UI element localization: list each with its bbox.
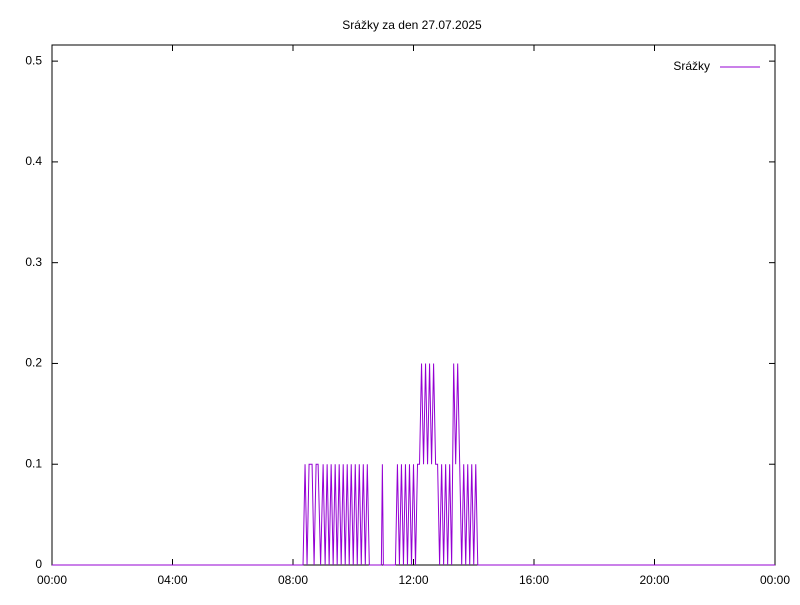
x-tick-label: 20:00 [639,573,669,587]
x-tick-label: 16:00 [519,573,549,587]
legend-label: Srážky [673,59,710,73]
y-tick-label: 0.5 [25,53,42,67]
y-tick-label: 0 [35,557,42,571]
y-tick-label: 0.4 [25,154,42,168]
x-tick-label: 00:00 [760,573,790,587]
chart-title: Srážky za den 27.07.2025 [342,18,482,32]
x-tick-label: 00:00 [37,573,67,587]
x-tick-label: 04:00 [157,573,187,587]
x-tick-label: 12:00 [398,573,428,587]
y-tick-label: 0.3 [25,255,42,269]
y-tick-label: 0.1 [25,456,42,470]
data-line [52,363,775,566]
y-tick-label: 0.2 [25,356,42,370]
x-tick-label: 08:00 [278,573,308,587]
